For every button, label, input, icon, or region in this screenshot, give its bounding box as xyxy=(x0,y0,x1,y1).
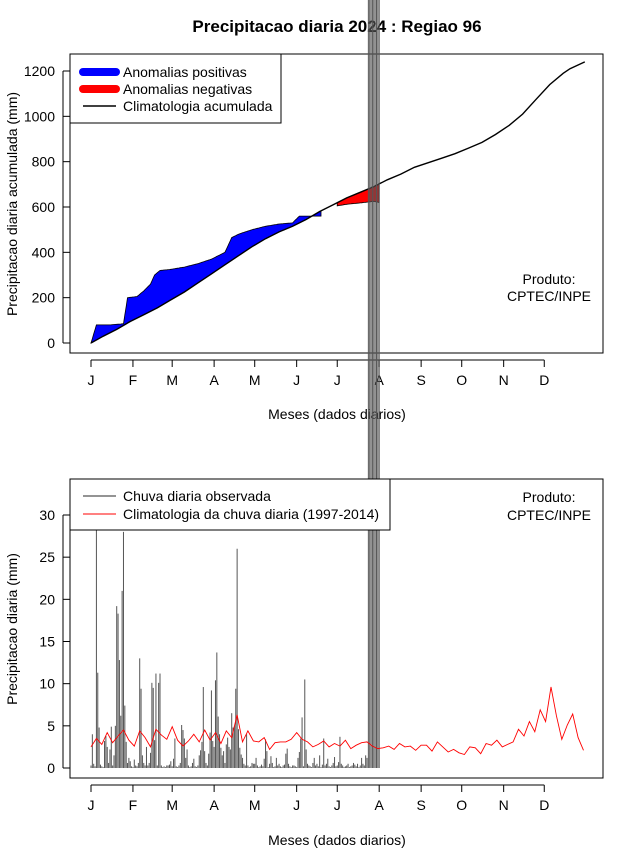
bottom-x-tick-label: J xyxy=(88,797,95,813)
top-y-tick-label: 400 xyxy=(32,244,56,260)
bottom-annotation-line2: CPTEC/INPE xyxy=(507,507,591,523)
top-y-tick-label: 1000 xyxy=(24,108,55,124)
bottom-x-tick-label: J xyxy=(334,797,341,813)
top-x-tick-label: D xyxy=(539,372,549,388)
bottom-y-tick-label: 5 xyxy=(47,718,55,734)
top-x-tick-label: J xyxy=(293,372,300,388)
chart-title: Precipitacao diaria 2024 : Regiao 96 xyxy=(192,17,481,36)
bottom-x-label: Meses (dados diarios) xyxy=(268,832,406,848)
top-plot-frame xyxy=(69,53,604,354)
top-annotation-line2: CPTEC/INPE xyxy=(507,288,591,304)
observed-bars xyxy=(90,0,380,768)
top-x-tick-label: J xyxy=(88,372,95,388)
bottom-y-tick-label: 15 xyxy=(39,634,55,650)
climatology-line xyxy=(90,61,586,344)
top-y-tick-label: 1200 xyxy=(24,63,55,79)
bottom-x-tick-label: N xyxy=(499,797,509,813)
top-x-tick-label: N xyxy=(499,372,509,388)
legend-label-climatology: Climatologia acumulada xyxy=(123,98,273,114)
top-y-tick-label: 0 xyxy=(47,335,55,351)
legend-label-observed: Chuva diaria observada xyxy=(123,488,271,504)
bottom-x-tick-label: F xyxy=(129,797,138,813)
bottom-x-tick-label: A xyxy=(209,797,219,813)
legend-label-negative: Anomalias negativas xyxy=(123,81,252,97)
top-legend: Anomalias positivas Anomalias negativas … xyxy=(69,53,282,124)
bottom-legend-box xyxy=(69,478,391,531)
bottom-x-tick-label: O xyxy=(456,797,467,813)
bottom-x-tick-label: A xyxy=(375,797,385,813)
top-x-tick-label: M xyxy=(249,372,261,388)
bottom-y-tick-label: 20 xyxy=(39,591,55,607)
top-x-tick-label: S xyxy=(416,372,425,388)
bottom-x-tick-label: J xyxy=(293,797,300,813)
top-x-label: Meses (dados diarios) xyxy=(268,406,406,422)
top-y-axis: 0 200 400 600 800 1000 1200 xyxy=(24,63,70,351)
top-x-tick-label: J xyxy=(334,372,341,388)
bottom-annotation-line1: Produto: xyxy=(523,489,576,505)
top-x-tick-label: O xyxy=(456,372,467,388)
legend-label-positive: Anomalias positivas xyxy=(123,64,247,80)
bottom-x-tick-label: S xyxy=(416,797,425,813)
top-x-tick-label: F xyxy=(129,372,138,388)
top-y-label: Precipitacao diaria acumulada (mm) xyxy=(4,92,20,316)
top-y-tick-label: 200 xyxy=(32,290,56,306)
top-x-tick-label: M xyxy=(166,372,178,388)
top-y-tick-label: 800 xyxy=(32,154,56,170)
bottom-y-tick-label: 30 xyxy=(39,507,55,523)
bottom-x-tick-label: M xyxy=(249,797,261,813)
legend-label-daily-climatology: Climatologia da chuva diaria (1997-2014) xyxy=(123,506,379,522)
top-x-tick-label: A xyxy=(209,372,219,388)
bottom-x-tick-label: M xyxy=(166,797,178,813)
bottom-x-tick-label: D xyxy=(539,797,549,813)
daily-chart: 0 5 10 15 20 25 30 J F M A M J J A S O N D Meses (dados d… xyxy=(4,0,604,848)
top-y-tick-label: 600 xyxy=(32,199,56,215)
bottom-y-axis: 0 5 10 15 20 25 30 xyxy=(39,507,70,776)
bottom-y-tick-label: 0 xyxy=(47,760,55,776)
bottom-y-tick-label: 25 xyxy=(39,549,55,565)
bottom-legend: Chuva diaria observada Climatologia da c… xyxy=(69,478,391,531)
climatology-daily-line xyxy=(90,686,584,756)
bottom-y-label: Precipitacao diaria (mm) xyxy=(4,553,20,705)
bottom-y-tick-label: 10 xyxy=(39,676,55,692)
top-annotation-line1: Produto: xyxy=(523,271,576,287)
